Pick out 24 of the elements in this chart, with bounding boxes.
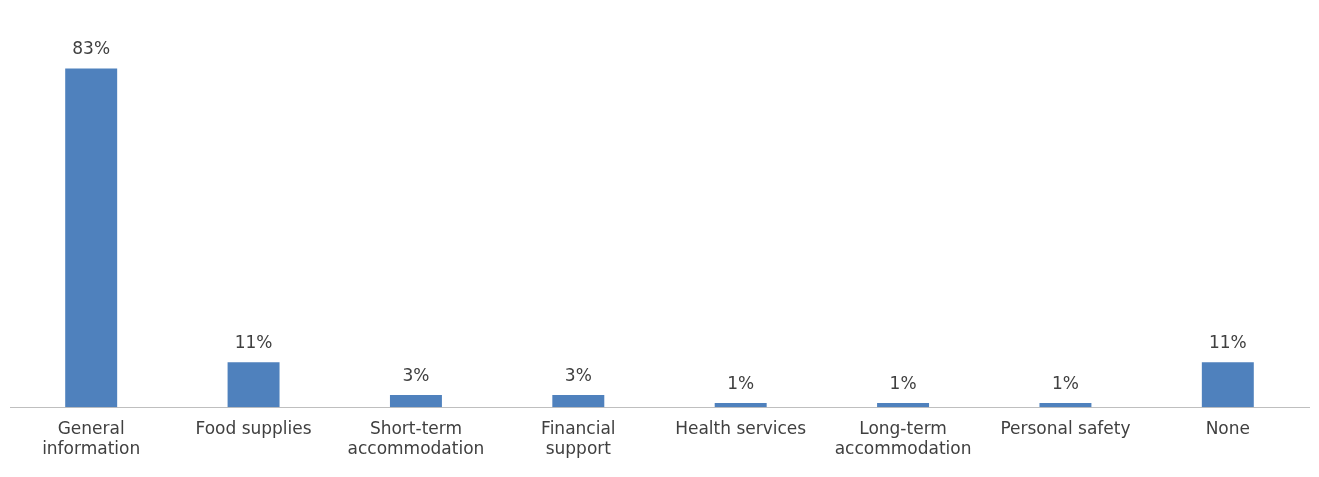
bar — [227, 362, 280, 408]
data-label: 1% — [727, 373, 755, 394]
x-tick-label: Long-term accommodation — [834, 417, 972, 459]
bar — [877, 403, 930, 408]
data-label: 3% — [564, 364, 592, 385]
data-label: 11% — [1208, 332, 1247, 353]
x-tick-label: Personal safety — [1000, 417, 1131, 438]
data-label: 83% — [72, 38, 111, 59]
bar — [714, 403, 767, 408]
data-label: 1% — [1051, 373, 1079, 394]
x-tick-label: Financial support — [541, 417, 616, 459]
x-tick-label: Food supplies — [195, 417, 312, 438]
bar — [1039, 403, 1092, 408]
data-label: 1% — [889, 373, 917, 394]
x-tick-label: Short-term accommodation — [347, 417, 485, 459]
bar — [389, 394, 442, 408]
bar — [1201, 362, 1254, 408]
x-tick-label: None — [1205, 417, 1250, 438]
x-tick-label: General information — [42, 417, 141, 459]
x-tick-label: Health services — [675, 417, 807, 438]
bar — [552, 394, 605, 408]
bar — [65, 68, 118, 408]
data-label: 11% — [234, 332, 273, 353]
data-label: 3% — [402, 364, 430, 385]
